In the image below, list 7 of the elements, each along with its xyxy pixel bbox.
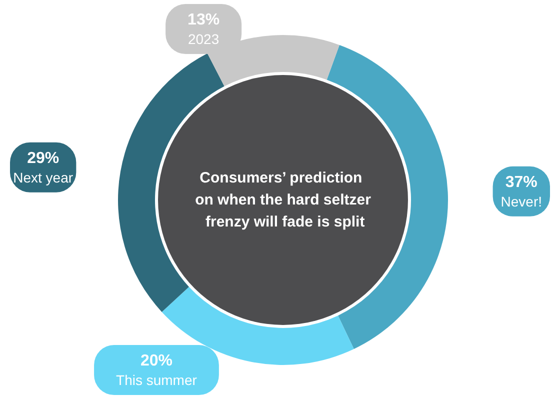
data-label: 37% (505, 174, 538, 191)
slice-label: Next year (13, 169, 74, 186)
data-label: 29% (27, 150, 60, 167)
slice-label: This summer (116, 372, 198, 388)
slice-label: Never! (500, 193, 542, 210)
data-label: 20% (140, 352, 172, 370)
text: Consumers’ prediction on when the hard seltzer frenzy will fade is split (195, 170, 372, 230)
